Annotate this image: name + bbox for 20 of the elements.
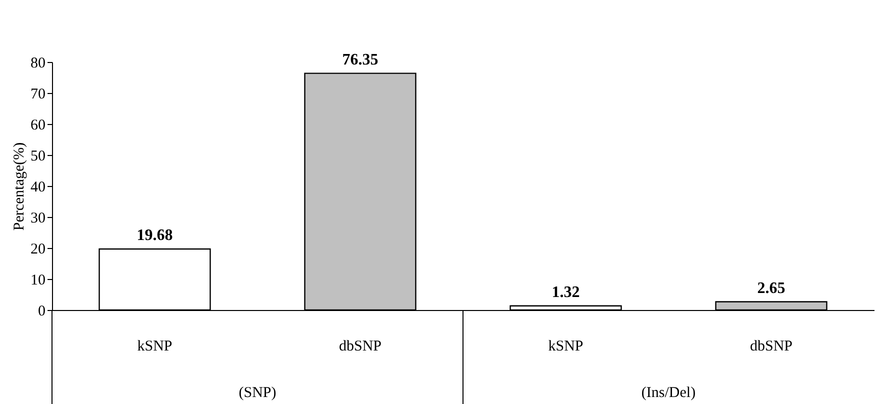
data-label: 76.35	[342, 51, 378, 68]
x-tick-label: kSNP	[548, 338, 584, 354]
text: (SNP)	[238, 385, 276, 401]
y-tick-label: 60	[30, 118, 46, 134]
y-tick-label: 40	[30, 180, 46, 196]
y-axis-title: Percentage(%)	[12, 142, 28, 231]
x-tick-label: dbSNP	[750, 338, 793, 354]
data-label: 1.32	[552, 284, 580, 301]
y-tick-label: 0	[38, 304, 46, 320]
x-tick-label: dbSNP	[338, 338, 382, 354]
x-tick-label: kSNP	[137, 338, 172, 354]
y-tick-label: 70	[30, 86, 46, 102]
y-tick-label: 50	[30, 148, 46, 164]
y-tick-label: 80	[30, 56, 46, 72]
y-tick-label: 20	[30, 242, 46, 258]
y-tick-label: 10	[30, 272, 46, 288]
text: (Ins/Del)	[641, 385, 696, 401]
data-label: 2.65	[757, 280, 786, 297]
data-label: 19.68	[136, 226, 173, 244]
y-tick-label: 30	[30, 210, 46, 226]
